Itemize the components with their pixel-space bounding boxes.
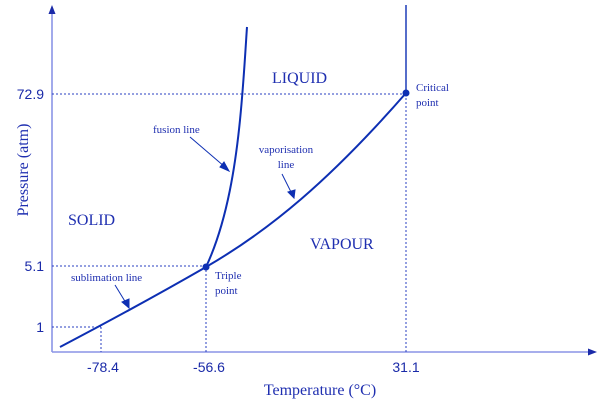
x-tick-neg56-6: -56.6	[193, 359, 225, 375]
region-solid: SOLID	[68, 212, 115, 229]
y-axis-arrow-icon	[48, 5, 56, 14]
x-tick-31-1: 31.1	[392, 359, 419, 375]
fusion-line	[205, 26, 248, 268]
axes	[48, 5, 597, 356]
vaporisation-line-label-1: vaporisation	[259, 144, 314, 156]
sublimation-line-label: sublimation line	[71, 272, 142, 284]
y-axis-title: Pressure (atm)	[15, 124, 32, 217]
fusion-line-arrowhead-icon	[219, 161, 231, 173]
critical-point-label-2: point	[416, 97, 439, 109]
x-axis-arrow-icon	[588, 348, 597, 356]
triple-point-label-2: point	[215, 285, 238, 297]
annotation-arrows	[114, 136, 296, 310]
vaporisation-line	[205, 92, 407, 268]
region-vapour: VAPOUR	[310, 236, 374, 253]
vaporisation-line-arrowhead-icon	[287, 189, 296, 200]
critical-point-label-1: Critical	[416, 82, 449, 94]
sublimation-line-arrowhead-icon	[121, 298, 130, 310]
triple-point-label-1: Triple	[215, 270, 242, 282]
x-axis-title: Temperature (°C)	[264, 382, 376, 399]
region-liquid: LIQUID	[272, 70, 327, 87]
y-tick-5-1: 5.1	[25, 258, 45, 274]
vaporisation-line-pointer	[281, 173, 293, 195]
fusion-line-pointer	[189, 136, 226, 168]
x-tick-neg78-4: -78.4	[87, 359, 119, 375]
fusion-line-label: fusion line	[153, 124, 200, 136]
y-tick-1: 1	[36, 319, 44, 335]
triple-point-marker	[202, 263, 210, 271]
sublimation-line	[59, 266, 207, 348]
phase-curves	[59, 5, 407, 348]
y-tick-72-9: 72.9	[17, 86, 44, 102]
vaporisation-line-label-2: line	[278, 159, 295, 171]
critical-point-marker	[402, 89, 410, 97]
sublimation-line-pointer	[114, 284, 127, 304]
guide-lines	[52, 93, 407, 352]
